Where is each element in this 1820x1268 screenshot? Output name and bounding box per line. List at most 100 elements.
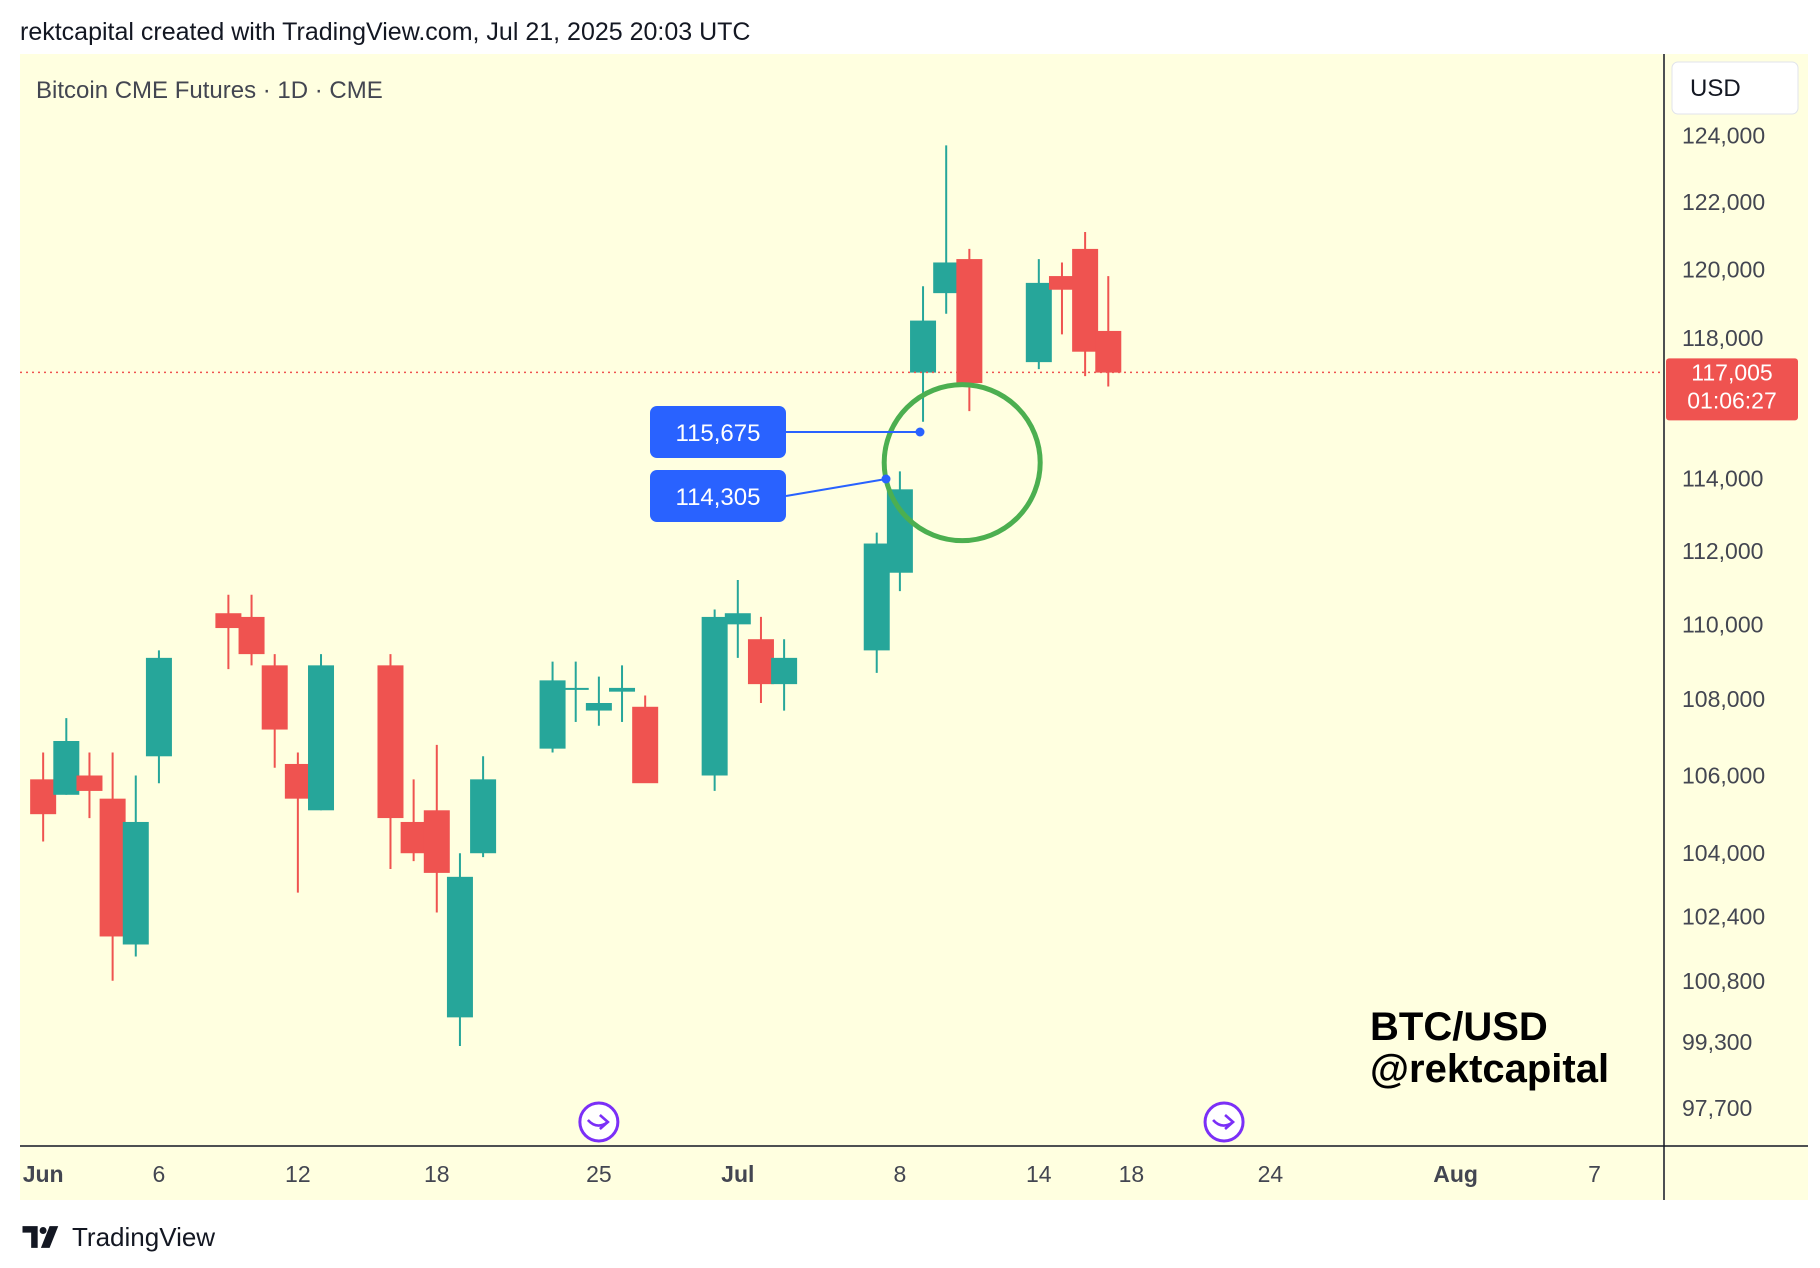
currency-button[interactable]: USD <box>1671 61 1799 115</box>
jump-arrow-icon[interactable] <box>578 1101 620 1143</box>
candle <box>53 718 80 795</box>
jump-arrow-icon[interactable] <box>1203 1101 1245 1143</box>
candle <box>284 752 311 893</box>
candle-body <box>99 798 126 937</box>
callout-box[interactable] <box>650 406 786 458</box>
candle-body <box>423 810 450 873</box>
currency-label[interactable]: USD <box>1690 75 1741 102</box>
callout-label: 114,305 <box>676 484 761 511</box>
candle-body <box>284 763 311 799</box>
event-marker-ring[interactable] <box>1203 1101 1245 1143</box>
current-price-label-bg[interactable] <box>1666 358 1798 421</box>
symbol-title[interactable]: Bitcoin CME Futures · 1D · CME <box>36 77 383 104</box>
candle <box>863 532 890 673</box>
callout-box[interactable] <box>650 470 786 522</box>
footer: TradingView <box>20 1222 215 1252</box>
candle <box>238 594 265 666</box>
candle-countdown: 01:06:27 <box>1687 387 1777 413</box>
candle-body <box>701 616 728 776</box>
candle-body <box>1095 330 1122 373</box>
candle <box>562 661 589 722</box>
time-tick-label: 7 <box>1588 1161 1601 1187</box>
candle-body <box>215 613 242 629</box>
candle-body <box>76 775 103 791</box>
candle <box>956 248 983 412</box>
time-tick-label: 18 <box>424 1161 450 1187</box>
time-tick-label: 14 <box>1026 1161 1052 1187</box>
tradingview-brand: TradingView <box>72 1221 216 1252</box>
candle <box>1072 232 1099 377</box>
candle-body <box>1072 248 1099 352</box>
callout-anchor <box>915 427 925 437</box>
price-tick-label: 112,000 <box>1682 538 1763 564</box>
candle <box>609 665 636 722</box>
candle-body <box>886 489 913 573</box>
candle <box>400 779 427 862</box>
price-tick-label: 102,400 <box>1682 903 1765 929</box>
time-tick-label: 6 <box>153 1161 166 1187</box>
candle-body <box>1025 282 1052 363</box>
candle <box>215 594 242 670</box>
candle <box>724 580 751 658</box>
annotations: 115,675 114,305 <box>20 371 1664 1143</box>
watermark-line: @rektcapital <box>1370 1047 1609 1091</box>
time-tick-label: 18 <box>1119 1161 1145 1187</box>
candle-body <box>771 657 798 685</box>
candle-body <box>122 821 149 945</box>
candle <box>308 654 335 811</box>
tradingview-logo-icon <box>22 1226 59 1248</box>
event-marker-arrowhead <box>1224 1114 1236 1130</box>
price-axis[interactable]: 124,000 122,000 120,000 118,000 114,000 112,0… <box>1666 122 1798 1121</box>
time-tick-label: 8 <box>893 1161 906 1187</box>
event-marker-ring[interactable] <box>578 1101 620 1143</box>
candle <box>1048 262 1075 335</box>
candle-body <box>400 821 427 854</box>
time-tick-label: 12 <box>285 1161 311 1187</box>
time-axis-background[interactable] <box>20 1146 1664 1200</box>
price-tick-label: 118,000 <box>1682 325 1763 351</box>
candle-body <box>724 613 751 625</box>
candle-body <box>470 779 497 854</box>
price-callout[interactable]: 115,675 <box>650 406 925 458</box>
currency-button-frame[interactable] <box>1671 61 1799 115</box>
price-tick-label: 108,000 <box>1682 686 1765 712</box>
callout-leader <box>785 478 887 497</box>
callout-label: 115,675 <box>676 420 761 447</box>
candle <box>76 752 103 819</box>
candle <box>1095 276 1122 387</box>
time-tick-label: Jul <box>721 1161 754 1187</box>
candle-body <box>446 876 473 1018</box>
candle <box>261 654 288 768</box>
candle <box>585 676 612 726</box>
candle <box>122 775 149 957</box>
price-tick-label: 104,000 <box>1682 840 1765 866</box>
candle-body <box>933 262 960 294</box>
candle <box>632 695 659 784</box>
candle <box>910 286 937 422</box>
candle-body <box>863 543 890 651</box>
candle <box>99 752 126 981</box>
candle-body <box>609 687 636 692</box>
candle <box>1025 259 1052 370</box>
plot-background[interactable] <box>20 54 1664 1146</box>
candle <box>747 616 774 703</box>
attribution-header: rektcapital created with TradingView.com… <box>20 18 751 46</box>
watermark: BTC/USD@rektcapital <box>1370 1005 1609 1091</box>
candle <box>771 639 798 711</box>
candles <box>30 145 1122 1047</box>
candle <box>446 853 473 1047</box>
price-tick-label: 120,000 <box>1682 256 1765 282</box>
price-tick-label: 106,000 <box>1682 762 1765 788</box>
price-callout[interactable]: 114,305 <box>650 470 891 522</box>
candle-body <box>585 702 612 711</box>
watermark-line: BTC/USD <box>1370 1005 1548 1049</box>
price-tick-label: 124,000 <box>1682 122 1765 148</box>
price-axis-background[interactable] <box>1664 54 1808 1200</box>
candle <box>423 744 450 913</box>
callout-anchor <box>881 474 891 484</box>
time-axis[interactable]: Jun 6 12 18 25 Jul 8 14 18 24 Aug 7 <box>23 1161 1601 1187</box>
event-marker-arrowhead <box>599 1114 610 1130</box>
candle <box>539 661 566 753</box>
